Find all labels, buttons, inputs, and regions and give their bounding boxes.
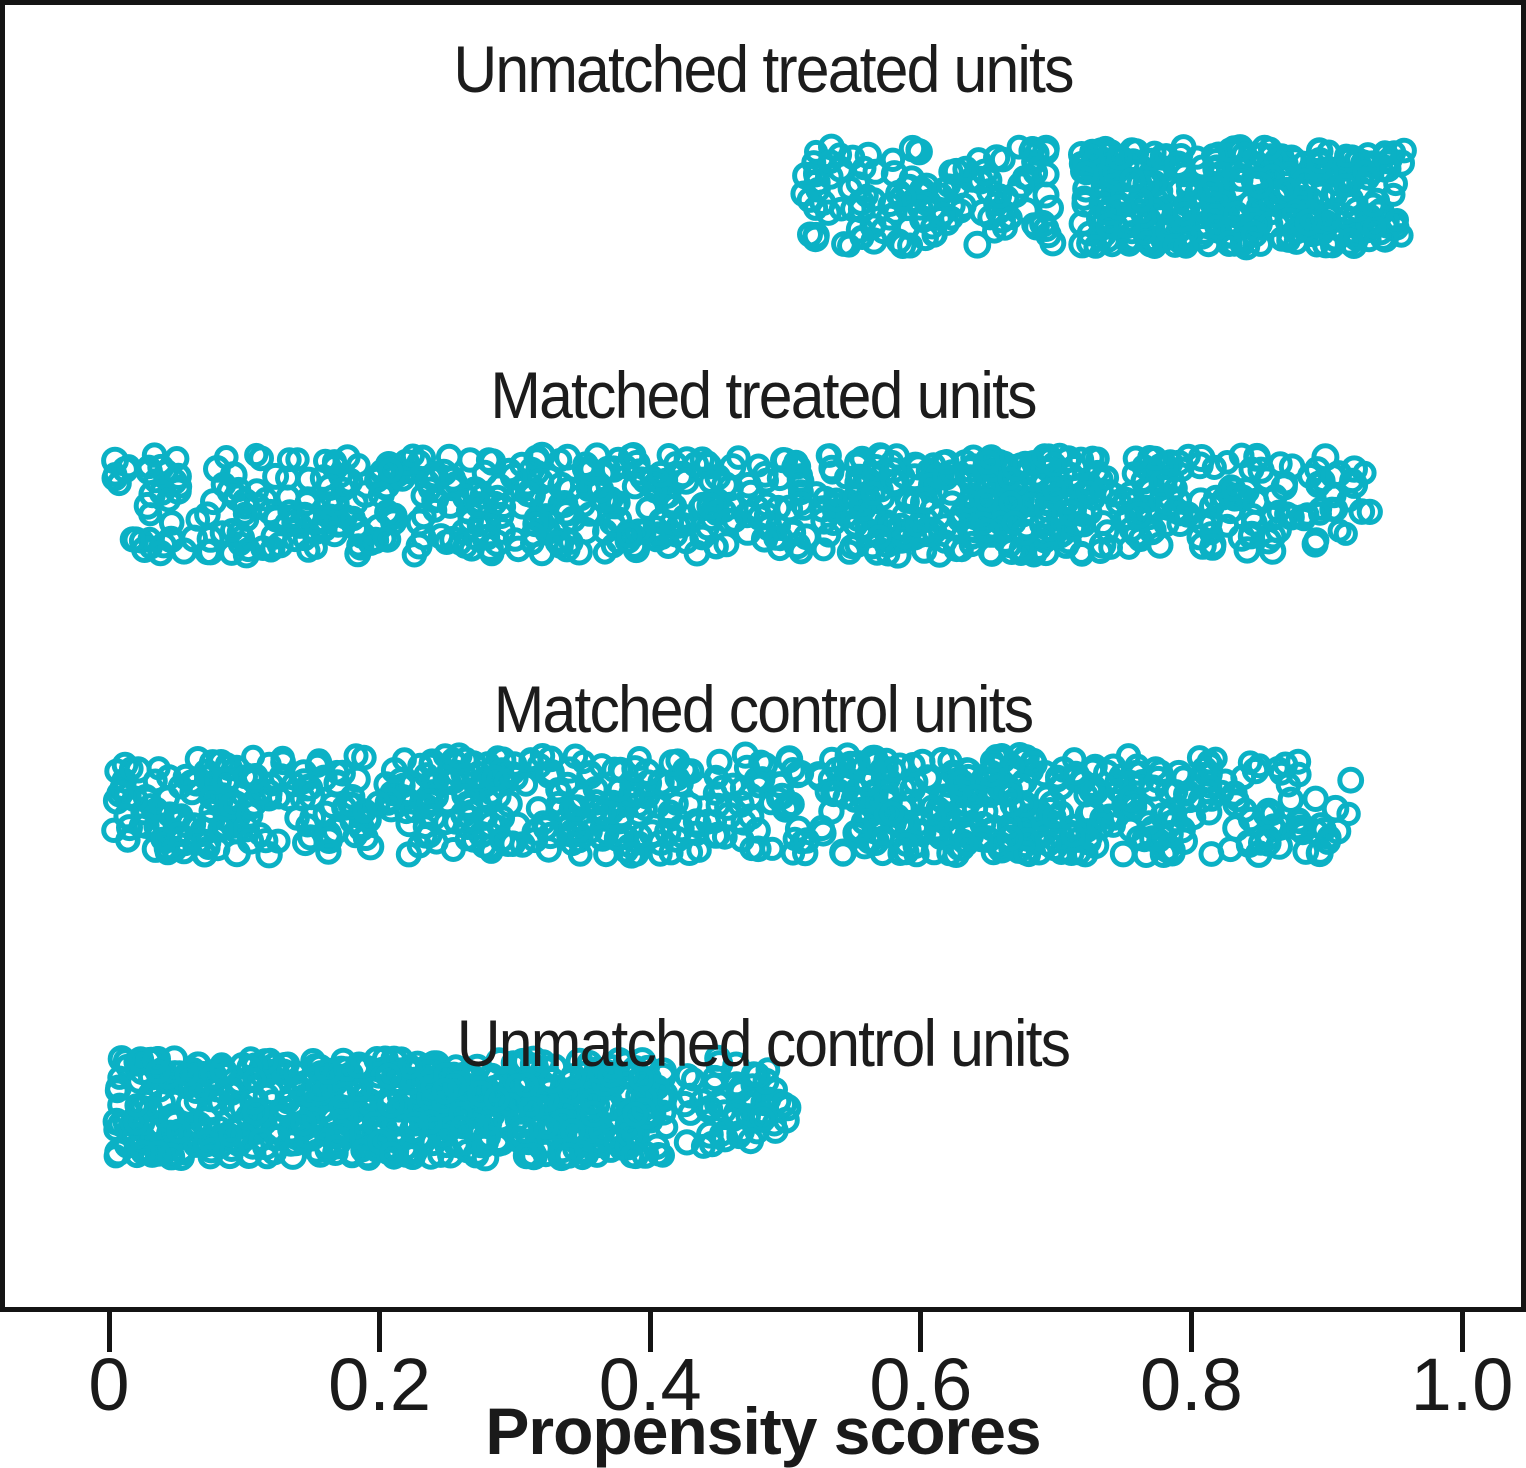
- x-axis-label: Propensity scores: [485, 1394, 1041, 1468]
- x-axis-tick: [1459, 1312, 1465, 1352]
- x-tick-label: 0: [88, 1343, 130, 1426]
- x-tick-label: 0.8: [1139, 1343, 1243, 1426]
- x-axis-tick: [106, 1312, 112, 1352]
- x-axis-tick: [918, 1312, 924, 1352]
- points-layer: [101, 133, 1417, 1172]
- group-title-unmatched-control: Unmatched control units: [456, 1006, 1071, 1080]
- x-axis-tick: [1188, 1312, 1194, 1352]
- x-tick-label: 0.6: [869, 1343, 973, 1426]
- group-title-unmatched-treated: Unmatched treated units: [453, 32, 1074, 106]
- x-tick-label: 1.0: [1410, 1343, 1514, 1426]
- group-title-matched-control: Matched control units: [493, 672, 1034, 746]
- x-axis-tick: [647, 1312, 653, 1352]
- group-title-matched-treated: Matched treated units: [490, 358, 1037, 432]
- x-tick-label: 0.2: [328, 1343, 432, 1426]
- x-tick-label: 0.4: [598, 1343, 702, 1426]
- x-axis-tick: [377, 1312, 383, 1352]
